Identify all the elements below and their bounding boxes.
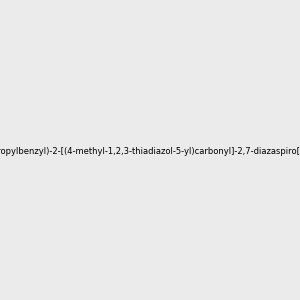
Text: 7-(4-isopropylbenzyl)-2-[(4-methyl-1,2,3-thiadiazol-5-yl)carbonyl]-2,7-diazaspir: 7-(4-isopropylbenzyl)-2-[(4-methyl-1,2,3… (0, 147, 300, 156)
